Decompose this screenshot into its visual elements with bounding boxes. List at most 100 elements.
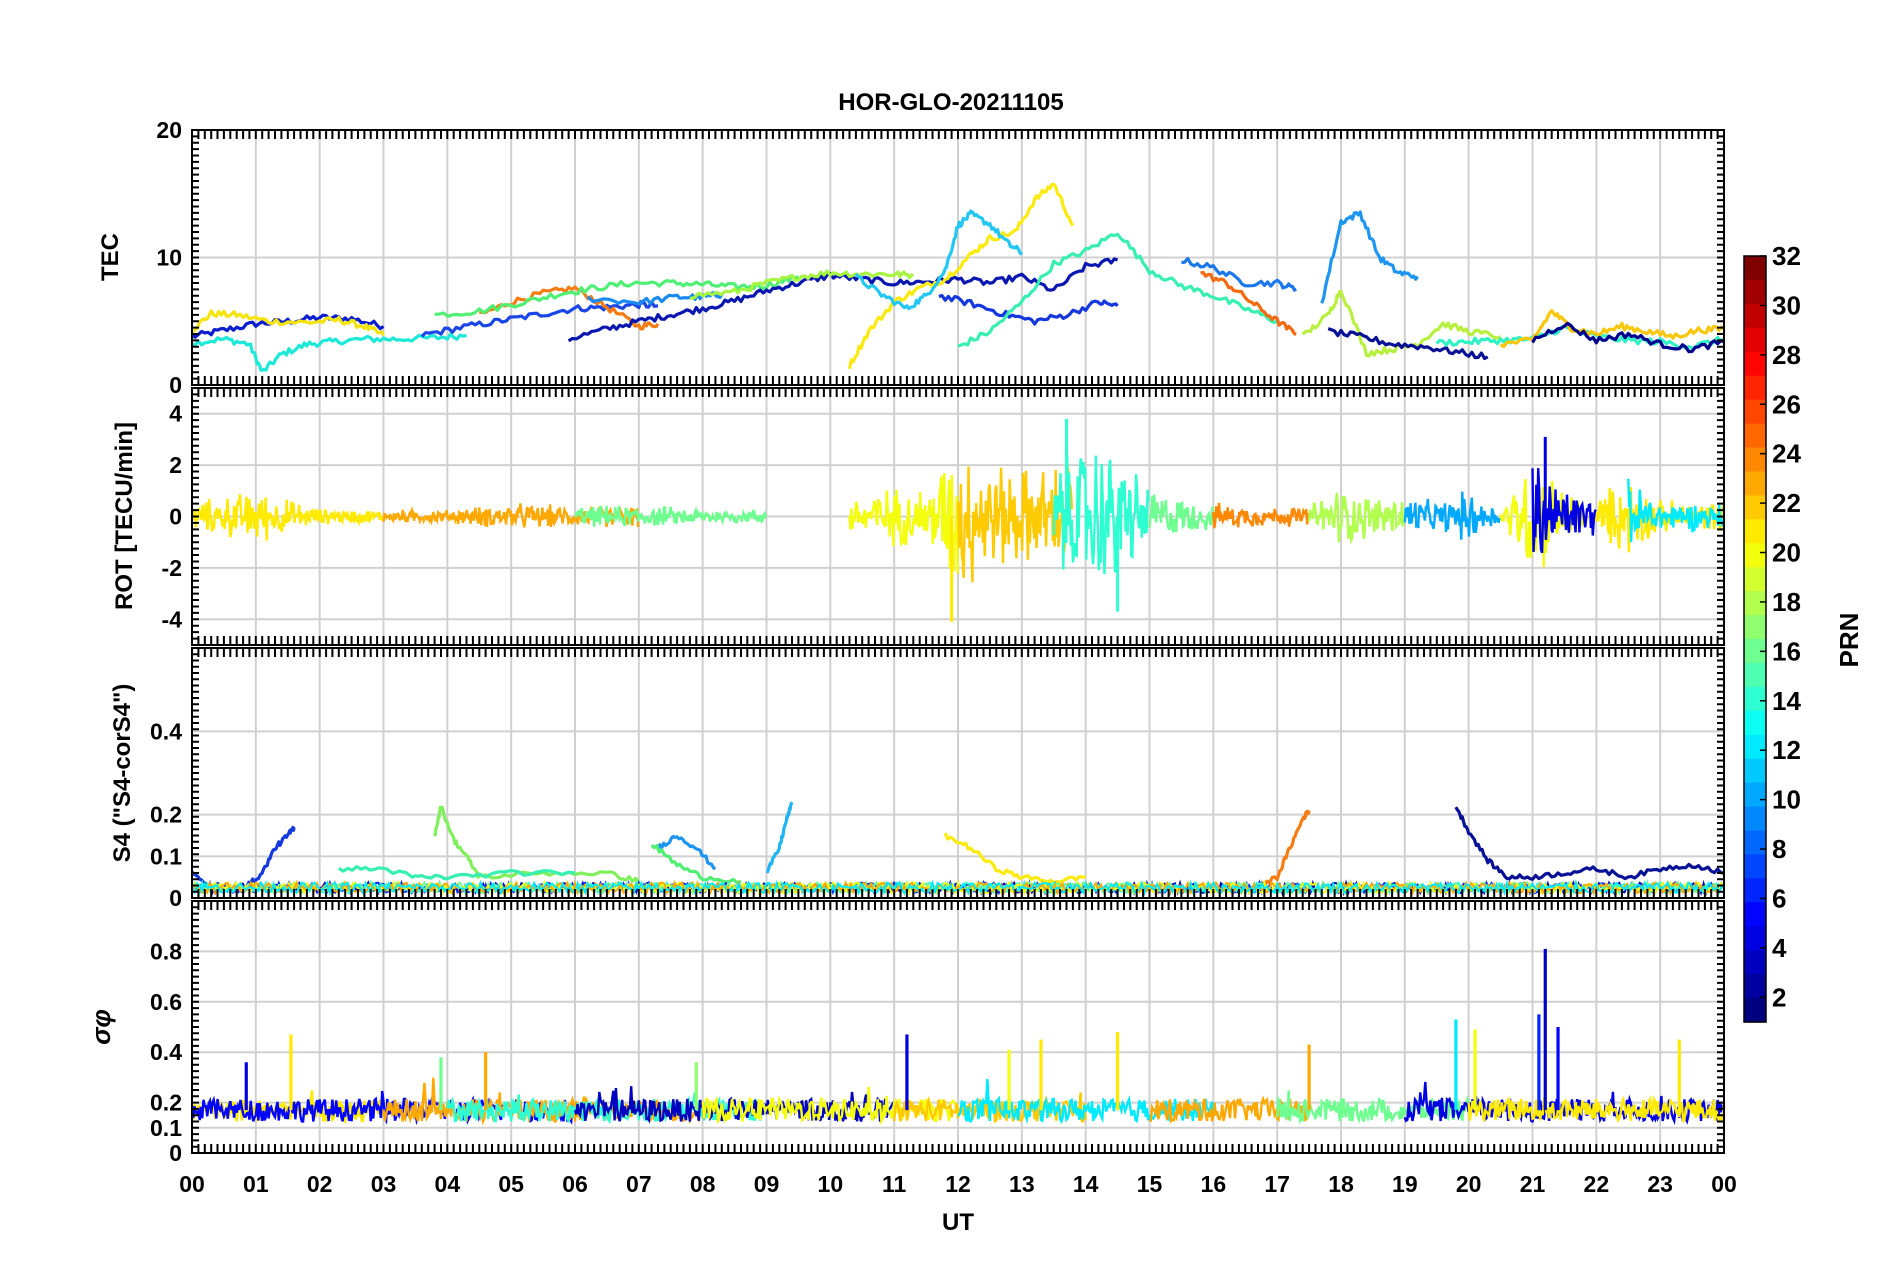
x-tick-label: 05 <box>498 1171 524 1197</box>
rot-trace-prn-16 <box>1148 494 1214 533</box>
data-series <box>192 418 1724 622</box>
x-axis-label: UT <box>942 1209 974 1236</box>
colorbar-swatch <box>1744 662 1766 688</box>
series-line-prn-18 <box>1301 289 1502 358</box>
colorbar-swatch <box>1744 279 1766 305</box>
colorbar-swatch <box>1744 974 1766 999</box>
y-tick-label: 0.8 <box>150 938 182 964</box>
x-tick-label: 11 <box>882 1171 907 1197</box>
y-tick-label: 20 <box>156 117 182 143</box>
colorbar-tick-label: 18 <box>1772 587 1801 617</box>
figure-title: HOR-GLO-20211105 <box>838 89 1063 116</box>
x-tick-label: 19 <box>1392 1171 1418 1197</box>
series-line-prn-3 <box>567 257 1119 343</box>
series-line-prn-14 <box>337 864 576 881</box>
colorbar-swatch <box>1744 447 1766 472</box>
y-axis-label: TEC <box>97 233 124 281</box>
colorbar-swatch <box>1744 399 1766 425</box>
series-line-prn-22 <box>1499 309 1724 349</box>
sigma-trace-prn-4 <box>1403 1081 1724 1126</box>
x-tick-label: 00 <box>1711 1171 1737 1197</box>
colorbar-tick-label: 28 <box>1772 340 1801 370</box>
colorbar-tick-label: 16 <box>1772 636 1801 666</box>
series-line-prn-21 <box>192 309 385 337</box>
series-line-prn-2 <box>1327 327 1489 361</box>
colorbar-swatch <box>1744 854 1766 879</box>
x-tick-label: 09 <box>754 1171 780 1197</box>
colorbar-swatch <box>1744 878 1766 903</box>
minor-ticks <box>191 648 1719 898</box>
x-tick-label: 08 <box>690 1171 716 1197</box>
x-tick-label: 00 <box>179 1171 205 1197</box>
colorbar-swatch <box>1744 543 1766 568</box>
colorbar-tick-label: 32 <box>1772 241 1801 271</box>
series-line-prn-4 <box>192 313 385 339</box>
minor-ticks-y <box>192 647 1724 899</box>
colorbar-tick-label: 2 <box>1772 982 1786 1012</box>
panel-sigma-phi: 00.10.2 0.4 0.6 0.8 σφ <box>86 900 1725 1166</box>
x-tick-label: 16 <box>1201 1171 1227 1197</box>
x-tick-label: 07 <box>626 1171 652 1197</box>
y-tick-label: 4 <box>169 401 182 427</box>
y-tick-label: 0.2 <box>150 802 182 828</box>
series-line-prn-1 <box>1531 321 1724 354</box>
series-line-prn-5 <box>938 294 1119 326</box>
colorbar-tick-label: 12 <box>1772 735 1801 765</box>
colorbar-tick-label: 8 <box>1772 834 1786 864</box>
series-line-prn-17 <box>433 805 640 883</box>
x-tick-label: 10 <box>818 1171 844 1197</box>
x-tick-label: 18 <box>1328 1171 1354 1197</box>
series-line-prn-12 <box>854 209 1023 311</box>
colorbar-tick-label: 22 <box>1772 488 1801 518</box>
series-line-prn-13 <box>192 332 467 372</box>
minor-ticks-y <box>192 900 1724 1154</box>
series-line-prn-10 <box>656 834 717 871</box>
colorbar-swatch <box>1744 926 1766 951</box>
colorbar-swatch <box>1744 998 1766 1023</box>
rot-trace-prn-24 <box>1212 502 1310 529</box>
sigma-trace-prn-21 <box>1467 1095 1724 1124</box>
data-series <box>192 948 1724 1126</box>
panel-s4: 0 0.1 0.2 0.4 S4 ("S4-corS4") <box>109 647 1725 911</box>
sigma-trace-prn-14 <box>446 1091 768 1124</box>
x-tick-label: 02 <box>307 1171 333 1197</box>
series-line-prn-24 <box>1200 270 1297 336</box>
colorbar-swatch <box>1744 327 1766 353</box>
series-line-prn-14 <box>957 232 1278 348</box>
x-tick-label: 14 <box>1073 1171 1099 1197</box>
y-tick-label: 0.4 <box>150 718 182 744</box>
colorbar-tick-label: 6 <box>1772 883 1786 913</box>
colorbar-tick-label: 24 <box>1772 439 1801 469</box>
y-tick-label: 0.1 <box>150 1115 182 1141</box>
minor-ticks <box>191 388 1719 645</box>
x-tick-label: 21 <box>1520 1171 1546 1197</box>
colorbar-swatch <box>1744 902 1766 927</box>
colorbar-tick-label: 4 <box>1772 933 1787 963</box>
colorbar-swatch <box>1744 758 1766 784</box>
y-tick-label: 0.1 <box>150 843 182 869</box>
x-tick-label: 20 <box>1456 1171 1482 1197</box>
colorbar-swatch <box>1744 686 1766 712</box>
colorbar-swatch <box>1744 423 1766 449</box>
y-tick-label: 0 <box>169 885 182 911</box>
x-tick-label: 17 <box>1264 1171 1290 1197</box>
minor-ticks <box>191 901 1719 1153</box>
colorbar-tick-label: 20 <box>1772 538 1801 568</box>
series-line-prn-16 <box>434 273 800 318</box>
y-tick-label: 10 <box>156 245 182 271</box>
y-axis-label: S4 ("S4-corS4") <box>109 684 136 863</box>
rot-trace-prn-10 <box>1403 491 1501 540</box>
y-tick-label: -4 <box>162 606 183 632</box>
colorbar-swatch <box>1744 375 1766 401</box>
y-tick-label: 0.4 <box>150 1039 182 1065</box>
colorbar-swatch <box>1744 615 1766 640</box>
y-axis-label: σφ <box>86 1009 116 1045</box>
rot-trace-prn-4 <box>1531 468 1597 554</box>
series-line-prn-20 <box>943 832 1086 885</box>
colorbar-tick-label: 14 <box>1772 686 1801 716</box>
rot-trace-prn-18 <box>1307 492 1405 545</box>
x-axis: 00 01 02 03 04 05 06 07 08 09 10 11 12 13 14 15 16 17 18 19… <box>179 1171 1737 1197</box>
x-tick-label: 04 <box>435 1171 461 1197</box>
